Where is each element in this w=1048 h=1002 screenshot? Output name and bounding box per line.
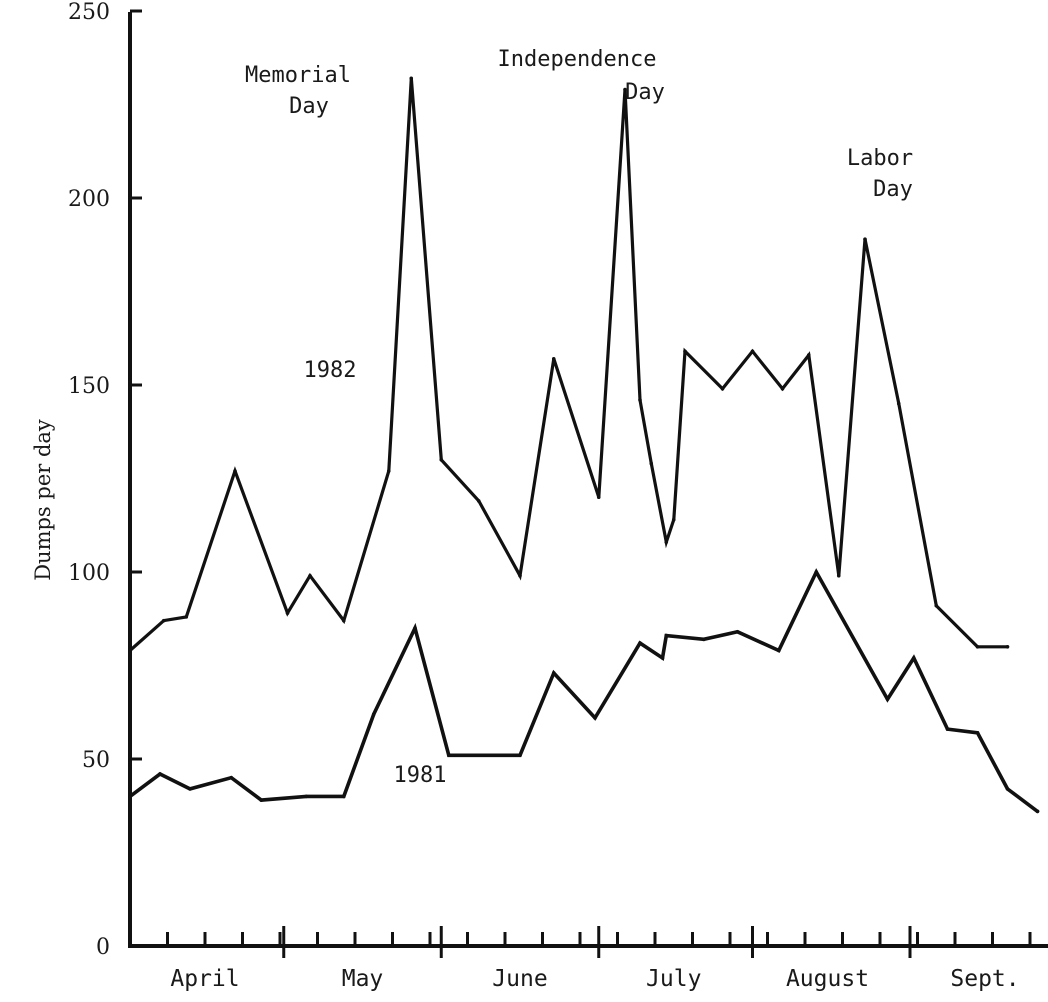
data-point-1982 [623, 87, 627, 92]
data-point-1982 [233, 469, 237, 473]
y-ticks: 0 50 100 150 200 250 [68, 0, 142, 960]
data-point-1981 [945, 727, 950, 731]
data-point-1982 [341, 618, 346, 623]
data-point-1982 [638, 398, 642, 402]
y-axis-label: Dumps per day [31, 419, 55, 581]
data-point-1981 [551, 671, 556, 675]
data-point-1981 [664, 633, 669, 638]
month-label: August [786, 966, 869, 992]
data-point-1981 [1035, 809, 1040, 814]
data-point-1981 [735, 630, 740, 634]
series-lines [128, 76, 1040, 814]
annotation-independence-line1: Independence [498, 47, 657, 72]
data-point-1982 [551, 357, 556, 361]
data-point-1981 [158, 772, 162, 776]
month-label: Sept. [950, 966, 1019, 992]
data-point-1981 [484, 753, 489, 758]
data-point-1982 [806, 353, 811, 357]
data-point-1982 [720, 386, 725, 391]
month-labels: April May June July August Sept. [170, 966, 1019, 992]
data-point-1981 [1005, 787, 1010, 791]
data-point-1982 [409, 76, 414, 81]
data-point-1982 [934, 603, 939, 608]
series-line-1982 [128, 78, 1010, 653]
data-point-1982 [671, 517, 676, 522]
y-tick-label: 150 [68, 374, 110, 399]
data-point-1982 [476, 499, 481, 503]
data-point-1981 [341, 794, 346, 799]
data-point-1982 [896, 401, 901, 406]
data-point-1982 [780, 386, 785, 391]
data-point-1982 [518, 573, 522, 578]
data-point-1982 [1005, 645, 1010, 649]
series-line-1981 [128, 568, 1040, 814]
data-point-1982 [664, 540, 669, 544]
data-point-1981 [446, 753, 451, 758]
data-point-1982 [975, 645, 980, 649]
data-point-1981 [911, 656, 916, 660]
data-point-1982 [649, 461, 654, 466]
data-point-1982 [308, 573, 312, 578]
data-point-1981 [304, 794, 309, 799]
data-point-1982 [750, 349, 755, 354]
data-point-1981 [371, 712, 376, 716]
data-point-1982 [683, 349, 687, 354]
month-label: June [492, 966, 547, 992]
month-label: April [170, 966, 239, 992]
series-label-1981: 1981 [394, 763, 447, 788]
y-tick-label: 50 [82, 748, 110, 773]
annotation-memorial-line2: Day [289, 94, 329, 119]
data-point-1981 [776, 648, 781, 653]
annotation-memorial-line1: Memorial [245, 63, 351, 88]
y-tick-label: 100 [68, 561, 110, 586]
data-point-1981 [413, 626, 417, 630]
data-point-1982 [836, 573, 841, 578]
data-point-1982 [596, 495, 601, 500]
data-point-1982 [285, 611, 290, 615]
x-ticks [128, 926, 1032, 958]
data-point-1981 [593, 716, 597, 720]
data-point-1982 [439, 458, 444, 462]
series-label-1982: 1982 [304, 358, 357, 383]
data-point-1981 [975, 731, 980, 735]
y-tick-label: 250 [68, 0, 110, 25]
data-point-1981 [518, 753, 522, 758]
y-tick-label: 200 [68, 187, 110, 212]
annotation-labor-line1: Labor [847, 146, 913, 171]
data-point-1982 [386, 469, 391, 473]
data-point-1981 [638, 641, 642, 645]
data-point-1982 [128, 648, 132, 653]
data-point-1981 [660, 656, 665, 660]
month-label: July [646, 966, 701, 992]
data-point-1981 [188, 787, 192, 791]
annotation-labor-line2: Day [873, 177, 913, 202]
data-point-1981 [229, 775, 234, 780]
data-point-1981 [814, 570, 819, 574]
data-point-1981 [701, 637, 706, 642]
data-point-1982 [161, 618, 166, 623]
data-point-1981 [128, 794, 132, 799]
annotation-independence-line2: Day [625, 80, 665, 105]
data-point-1982 [184, 615, 189, 619]
data-point-1981 [885, 697, 890, 701]
data-point-1982 [863, 237, 867, 241]
month-label: May [342, 966, 384, 992]
y-tick-label: 0 [96, 935, 110, 960]
data-point-1981 [259, 798, 264, 802]
